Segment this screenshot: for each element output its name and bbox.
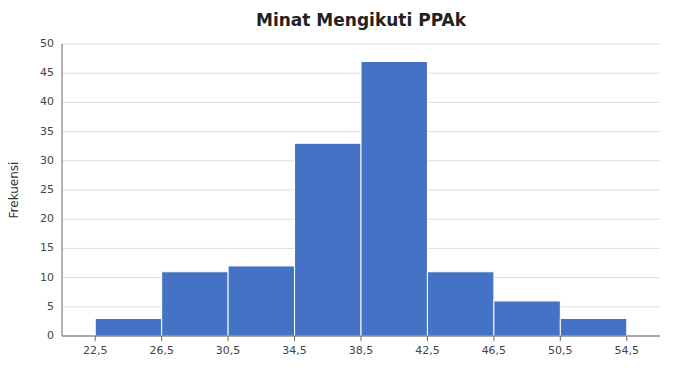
y-tick-labels: 0 5 10 15 20 25 30 35 40 45 50 xyxy=(40,37,54,342)
grid-line xyxy=(62,44,660,45)
y-tick-label: 10 xyxy=(40,271,54,284)
y-grid xyxy=(62,44,660,336)
x-tick-label: 42,5 xyxy=(415,344,440,357)
x-tick xyxy=(493,336,494,341)
x-tick-label: 46,5 xyxy=(482,344,507,357)
x-ticks: 22,5 26,5 30,5 34,5 38,5 42,5 46,5 50,5 54,5 xyxy=(83,336,639,357)
bar xyxy=(361,62,427,336)
y-tick-label: 50 xyxy=(40,37,54,50)
y-tick-label: 45 xyxy=(40,66,54,79)
bars xyxy=(95,62,627,336)
bar xyxy=(228,266,294,336)
y-tick-label: 20 xyxy=(40,212,54,225)
y-tick-label: 30 xyxy=(40,154,54,167)
bar xyxy=(95,318,161,336)
bar xyxy=(427,272,493,336)
y-tick-label: 40 xyxy=(40,95,54,108)
x-tick-label: 54,5 xyxy=(615,344,640,357)
x-tick xyxy=(161,336,162,341)
x-tick-label: 50,5 xyxy=(548,344,573,357)
x-tick xyxy=(95,336,96,341)
y-tick-label: 35 xyxy=(40,125,54,138)
x-tick-label: 22,5 xyxy=(83,344,108,357)
bar xyxy=(560,318,626,336)
y-axis-line xyxy=(62,44,63,336)
x-tick xyxy=(560,336,561,341)
y-axis-label: Frekuensi xyxy=(7,162,21,219)
x-tick xyxy=(294,336,295,341)
bar xyxy=(295,143,361,336)
chart-container: 0 5 10 15 20 25 30 35 40 45 50 22,5 26,5 30,5 34,5 38,5… xyxy=(0,0,680,372)
x-tick xyxy=(361,336,362,341)
x-tick-label: 26,5 xyxy=(149,344,174,357)
bar xyxy=(494,301,560,336)
y-tick-label: 15 xyxy=(40,241,54,254)
x-tick xyxy=(626,336,627,341)
x-tick xyxy=(228,336,229,341)
x-tick-label: 30,5 xyxy=(216,344,241,357)
chart: 0 5 10 15 20 25 30 35 40 45 50 22,5 26,5 30,5 34,5 38,5… xyxy=(0,0,680,372)
y-tick-label: 5 xyxy=(47,300,54,313)
x-tick xyxy=(427,336,428,341)
bar xyxy=(162,272,228,336)
y-tick-label: 0 xyxy=(47,329,54,342)
x-tick-label: 34,5 xyxy=(282,344,307,357)
title: Minat Mengikuti PPAk xyxy=(256,10,467,30)
y-tick-label: 25 xyxy=(40,183,54,196)
x-tick-label: 38,5 xyxy=(349,344,374,357)
